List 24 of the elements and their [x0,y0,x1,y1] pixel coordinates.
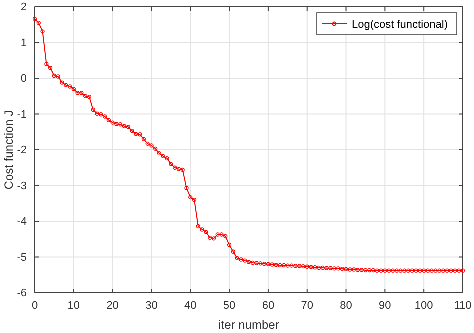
x-tick-label: 50 [223,300,236,312]
x-tick-label: 10 [68,300,80,312]
y-tick-label: -3 [17,180,27,192]
y-tick-label: 2 [20,2,27,14]
y-axis-title: Cost function J [2,110,16,190]
y-tick-label: 1 [20,37,27,50]
x-tick-label: 110 [454,300,472,312]
x-tick-label: 70 [301,300,314,312]
y-tick-label: -1 [17,108,27,121]
x-tick-label: 60 [262,300,275,312]
x-tick-label: 80 [340,300,352,312]
x-tick-label: 100 [414,300,434,312]
x-tick-label: 40 [184,300,197,312]
x-tick-label: 20 [106,300,119,312]
x-tick-label: 90 [379,300,392,312]
x-tick-label: 30 [146,300,158,312]
y-tick-label: -4 [17,216,27,228]
y-tick-label: -6 [17,288,27,300]
legend-label: Log(cost functional) [352,19,448,31]
x-tick-label: 0 [32,300,38,312]
y-tick-label: -2 [17,144,27,157]
y-tick-label: -5 [17,252,27,264]
x-axis-title: iter number [218,318,280,332]
y-tick-label: 0 [20,73,27,86]
